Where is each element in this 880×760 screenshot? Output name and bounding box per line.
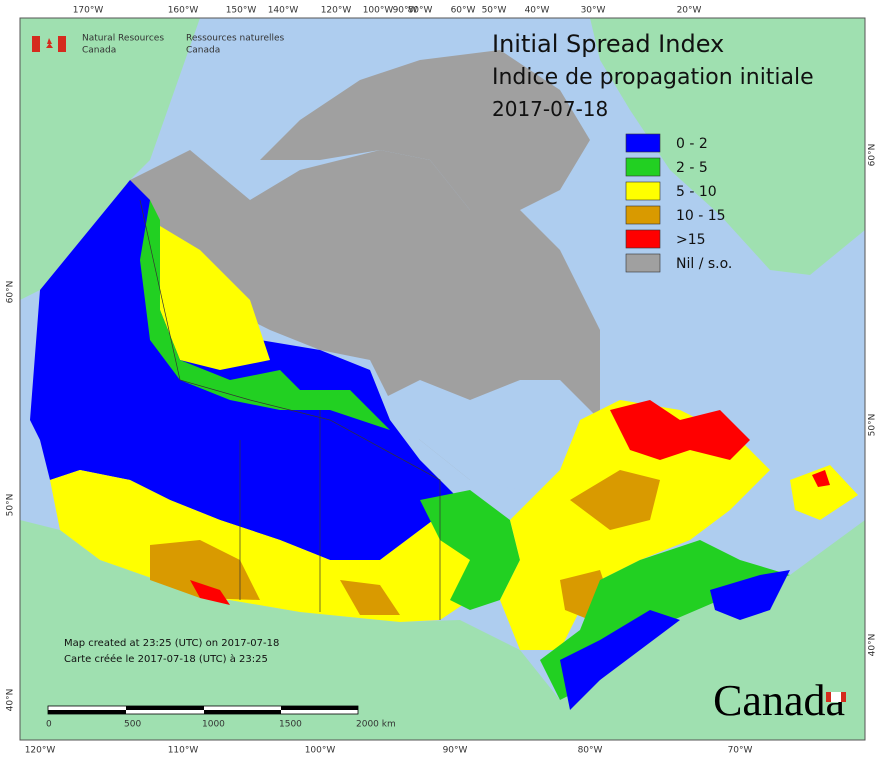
zone-2-5-on — [420, 490, 520, 610]
wordmark: Canada — [713, 676, 845, 725]
scale-bar-segment — [48, 710, 126, 714]
legend-swatch — [625, 157, 661, 177]
legend-label: >15 — [676, 232, 706, 248]
arctic-islands — [260, 50, 590, 210]
greenland — [590, 18, 865, 275]
legend-label: 0 - 2 — [676, 136, 708, 152]
longitude-label: 120°W — [321, 6, 352, 16]
legend-swatch — [625, 205, 661, 225]
longitude-label: 140°W — [268, 6, 299, 16]
zone-0-2-ns — [710, 570, 790, 620]
legend: 0 - 2 2 - 5 5 - 10 10 - 15 >15 Nil / s.o. — [625, 133, 732, 273]
longitude-label: 30°W — [581, 6, 606, 16]
latitude-label: 60°N — [6, 281, 16, 304]
zone-0-2-on — [560, 610, 680, 710]
scale-label: 1000 — [202, 720, 225, 730]
alaska — [20, 18, 200, 300]
legend-label: 2 - 5 — [676, 160, 708, 176]
agency-fr: Ressources naturelles — [186, 34, 285, 44]
legend-swatch — [625, 133, 661, 153]
longitude-label: 100°W — [363, 6, 394, 16]
longitude-label: 170°W — [73, 6, 104, 16]
zone-5-10-nwt — [150, 220, 270, 370]
longitude-label: 150°W — [226, 6, 257, 16]
legend-swatch — [625, 181, 661, 201]
title-en: Initial Spread Index — [492, 30, 724, 58]
united-states — [20, 520, 865, 740]
scale-bar-segment — [281, 706, 358, 710]
legend-swatch — [625, 253, 661, 273]
flag-bar — [58, 36, 66, 52]
longitude-label: 20°W — [677, 6, 702, 16]
legend-label: Nil / s.o. — [676, 256, 732, 272]
longitude-label: 120°W — [25, 746, 56, 756]
latitude-label: 40°N — [868, 634, 878, 657]
agency-fr: Canada — [186, 46, 220, 56]
longitude-label: 160°W — [168, 6, 199, 16]
boundary — [139, 199, 441, 620]
scale-label: 1500 — [279, 720, 302, 730]
zone-15-lab — [610, 400, 750, 460]
longitude-label: 90°W — [393, 6, 418, 16]
hudson-bay — [380, 380, 600, 490]
title-date: 2017-07-18 — [492, 97, 608, 121]
map-frame — [19, 17, 866, 741]
flag-bar — [32, 36, 40, 52]
agency-en: Canada — [82, 46, 116, 56]
scale-bar-segment — [126, 706, 204, 710]
latitude-label: 50°N — [6, 494, 16, 517]
zone-2-5-nwt — [140, 200, 390, 430]
latitude-label: 60°N — [868, 144, 878, 167]
agency-en: Natural Resources — [82, 34, 164, 44]
map-body — [19, 17, 866, 741]
graticule-labels: 170°W 160°W 150°W 140°W 120°W 100°W 90°W80°W 60… — [6, 6, 878, 756]
zone-15-nl — [812, 470, 830, 487]
wordmark-flag — [831, 692, 841, 702]
zone-10-15-sk — [340, 580, 400, 615]
scale-label: 2000 km — [356, 720, 396, 730]
zone-0-2 — [30, 180, 460, 560]
zone-5-10-nl — [790, 465, 858, 520]
latitude-label: 50°N — [868, 414, 878, 437]
zone-5-10-prairies — [50, 470, 500, 622]
longitude-label: 90°W — [443, 746, 468, 756]
longitude-label: 70°W — [728, 746, 753, 756]
scale-labels: 0 500 1000 1500 2000 km — [46, 720, 396, 730]
agency-signature: Natural Resources Canada Ressources natu… — [32, 34, 285, 56]
legend-label: 5 - 10 — [676, 184, 717, 200]
title-fr: Indice de propagation initiale — [492, 65, 814, 90]
note: Carte créée le 2017-07-18 (UTC) à 23:25 — [64, 653, 268, 665]
legend-swatch — [625, 229, 661, 249]
maple-leaf — [46, 38, 53, 48]
longitude-label: 50°W — [482, 6, 507, 16]
longitude-label: 110°W — [168, 746, 199, 756]
longitude-label: 100°W — [305, 746, 336, 756]
legend-label: 10 - 15 — [676, 208, 726, 224]
scale-bar — [47, 705, 359, 715]
longitude-label: 40°W — [525, 6, 550, 16]
zone-10-15-qc — [570, 470, 660, 530]
note: Map created at 23:25 (UTC) on 2017-07-18 — [64, 638, 279, 649]
zone-15-ab — [190, 580, 230, 605]
zone-10-15-ab — [150, 540, 260, 600]
scale-label: 0 — [46, 720, 52, 730]
longitude-label: 80°W — [578, 746, 603, 756]
longitude-label: 60°W — [451, 6, 476, 16]
latitude-label: 40°N — [6, 689, 16, 712]
scale-bar-segment — [204, 710, 281, 714]
scale-label: 500 — [124, 720, 141, 730]
longitude-label: 80°W — [408, 6, 433, 16]
